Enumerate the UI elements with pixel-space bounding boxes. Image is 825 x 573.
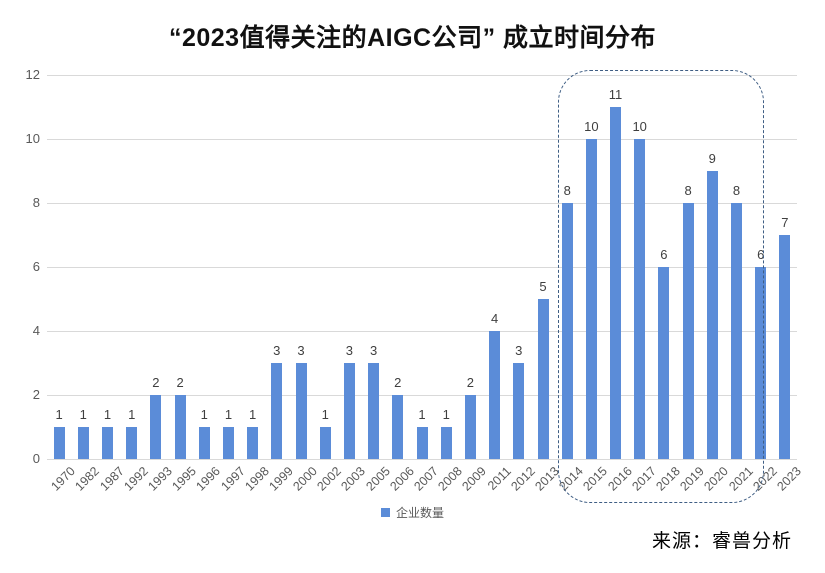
gridline-y2 (47, 395, 797, 396)
bar-2013 (537, 299, 549, 459)
bar-value-label: 1 (79, 407, 87, 422)
bar-value-label: 6 (660, 247, 668, 262)
bar-1997 (223, 427, 234, 459)
bar-value-label: 2 (466, 375, 474, 390)
gridline-y12 (47, 75, 797, 76)
bar-1970 (53, 427, 65, 459)
bar-2000 (295, 363, 307, 459)
bar-value-label: 8 (684, 183, 692, 198)
bar-value-label: 11 (608, 87, 623, 102)
bar-value-label: 7 (781, 215, 789, 230)
bar-2018 (658, 267, 670, 459)
bar-value-label: 3 (345, 343, 353, 358)
gridline-y0 (47, 459, 797, 460)
bar-value-label: 10 (632, 119, 647, 134)
bar-value-label: 2 (152, 375, 160, 390)
bar-value-label: 6 (757, 247, 765, 262)
bar-2023 (779, 235, 791, 459)
bar-value-label: 1 (103, 407, 112, 422)
bar-2007 (416, 427, 428, 459)
bar-value-label: 1 (248, 407, 257, 422)
bar-2005 (368, 363, 380, 459)
bar-value-label: 2 (394, 375, 402, 390)
y-axis-tick-label: 10 (25, 131, 40, 146)
bar-2011 (489, 331, 501, 459)
bar-2020 (706, 171, 718, 459)
bar-2021 (731, 203, 742, 459)
bar-value-label: 2 (176, 375, 184, 390)
bar-value-label: 10 (584, 119, 599, 134)
bar-1993 (150, 395, 162, 459)
bar-2012 (513, 363, 525, 459)
bar-value-label: 1 (418, 407, 426, 422)
bar-value-label: 5 (539, 279, 547, 294)
bar-1996 (198, 427, 210, 459)
bar-2006 (392, 395, 404, 459)
bar-2002 (319, 427, 331, 459)
bar-value-label: 3 (369, 343, 378, 358)
y-axis-tick-label: 4 (32, 323, 40, 338)
legend-label: 企业数量 (395, 506, 444, 520)
bar-value-label: 4 (490, 311, 499, 326)
bar-value-label: 1 (128, 407, 136, 422)
bar-value-label: 8 (563, 183, 571, 198)
y-axis-tick-label: 8 (32, 195, 40, 210)
bar-value-label: 1 (442, 407, 450, 422)
legend: 企业数量 (0, 504, 825, 521)
bar-value-label: 3 (297, 343, 305, 358)
bar-2017 (634, 139, 646, 459)
bar-value-label: 1 (55, 407, 63, 422)
source-note: 来源：睿兽分析 (651, 531, 792, 552)
bar-2019 (682, 203, 694, 459)
bar-value-label: 9 (708, 151, 716, 166)
y-axis-tick-label: 6 (32, 259, 40, 274)
bar-1999 (271, 363, 283, 459)
y-axis-tick-label: 2 (32, 387, 40, 402)
bar-1987 (102, 427, 113, 459)
bar-value-label: 1 (224, 407, 233, 422)
bar-value-label: 1 (200, 407, 208, 422)
bar-2014 (561, 203, 573, 459)
gridline-y10 (47, 139, 797, 140)
y-axis-tick-label: 12 (25, 67, 40, 82)
gridline-y4 (47, 331, 797, 332)
gridline-y8 (47, 203, 797, 204)
bar-value-label: 3 (273, 343, 281, 358)
y-axis-tick-label: 0 (32, 451, 40, 466)
chart-title: “2023值得关注的AIGC公司” 成立时间分布 (168, 24, 657, 52)
bar-2003 (343, 363, 355, 459)
bar-2015 (585, 139, 597, 459)
bar-1992 (126, 427, 138, 459)
bar-2016 (610, 107, 621, 459)
legend-swatch-icon (380, 508, 390, 517)
bar-value-label: 8 (732, 183, 741, 198)
bar-2008 (440, 427, 452, 459)
bar-2009 (464, 395, 476, 459)
bar-1998 (247, 427, 259, 459)
bar-2022 (755, 267, 767, 459)
gridline-y6 (47, 267, 797, 268)
bar-value-label: 1 (321, 407, 329, 422)
bar-1982 (77, 427, 89, 459)
bar-1995 (174, 395, 186, 459)
bar-value-label: 3 (515, 343, 523, 358)
